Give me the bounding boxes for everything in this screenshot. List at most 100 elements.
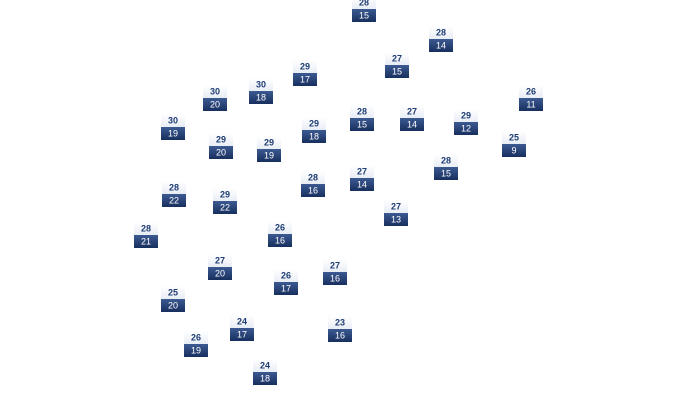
- high-box: [454, 109, 478, 122]
- low-temp: 20: [215, 268, 225, 278]
- high-temp: 27: [357, 166, 367, 176]
- high-temp: 27: [407, 106, 417, 116]
- low-box: [293, 73, 317, 86]
- low-box: [400, 118, 424, 131]
- high-box: [384, 200, 408, 213]
- low-box: [184, 344, 208, 357]
- high-temp: 26: [275, 222, 285, 232]
- high-box: [350, 165, 374, 178]
- high-temp: 28: [359, 0, 369, 7]
- high-temp: 27: [391, 201, 401, 211]
- low-box: [434, 167, 458, 180]
- low-box: [385, 65, 409, 78]
- low-box: [454, 122, 478, 135]
- low-temp: 20: [216, 147, 226, 157]
- high-temp: 30: [168, 115, 178, 125]
- high-temp: 27: [215, 255, 225, 265]
- low-temp: 15: [357, 119, 367, 129]
- low-box: [257, 149, 281, 162]
- high-box: [293, 60, 317, 73]
- low-temp: 14: [407, 119, 417, 129]
- low-temp: 20: [168, 300, 178, 310]
- high-box: [302, 117, 326, 130]
- high-temp: 25: [509, 132, 519, 142]
- low-box: [274, 282, 298, 295]
- high-temp: 28: [441, 155, 451, 165]
- high-box: [253, 359, 277, 372]
- low-box: [350, 178, 374, 191]
- low-box: [253, 372, 277, 385]
- high-temp: 26: [191, 332, 201, 342]
- low-temp: 17: [237, 329, 247, 339]
- high-box: [249, 78, 273, 91]
- low-box: [230, 328, 254, 341]
- high-box: [257, 136, 281, 149]
- low-temp: 19: [191, 345, 201, 355]
- high-box: [268, 221, 292, 234]
- low-box: [203, 98, 227, 111]
- low-temp: 11: [526, 99, 535, 109]
- high-box: [352, 0, 376, 9]
- high-temp: 28: [357, 106, 367, 116]
- low-box: [162, 194, 186, 207]
- low-temp: 19: [264, 150, 274, 160]
- low-temp: 13: [391, 214, 401, 224]
- low-temp: 19: [168, 128, 178, 138]
- temperature-marker: 259: [502, 131, 526, 157]
- low-box: [161, 299, 185, 312]
- low-box: [502, 144, 526, 157]
- high-box: [350, 105, 374, 118]
- low-box: [323, 272, 347, 285]
- low-temp: 14: [357, 179, 367, 189]
- high-box: [213, 188, 237, 201]
- low-temp: 18: [260, 373, 270, 383]
- low-box: [519, 98, 543, 111]
- low-box: [208, 267, 232, 280]
- high-temp: 24: [237, 316, 247, 326]
- high-box: [429, 26, 453, 39]
- high-temp: 29: [300, 61, 310, 71]
- high-temp: 28: [436, 27, 446, 37]
- low-temp: 9: [511, 145, 516, 155]
- high-box: [162, 181, 186, 194]
- high-temp: 29: [461, 110, 471, 120]
- high-box: [161, 114, 185, 127]
- high-temp: 30: [210, 86, 220, 96]
- high-box: [434, 154, 458, 167]
- low-temp: 17: [300, 74, 310, 84]
- high-temp: 29: [216, 134, 226, 144]
- high-box: [328, 316, 352, 329]
- low-temp: 12: [461, 123, 471, 133]
- high-box: [134, 222, 158, 235]
- high-temp: 29: [264, 137, 274, 147]
- low-temp: 15: [359, 10, 369, 20]
- low-temp: 20: [210, 99, 220, 109]
- high-temp: 28: [169, 182, 179, 192]
- low-box: [249, 91, 273, 104]
- low-temp: 21: [141, 236, 151, 246]
- low-temp: 22: [169, 195, 179, 205]
- low-box: [429, 39, 453, 52]
